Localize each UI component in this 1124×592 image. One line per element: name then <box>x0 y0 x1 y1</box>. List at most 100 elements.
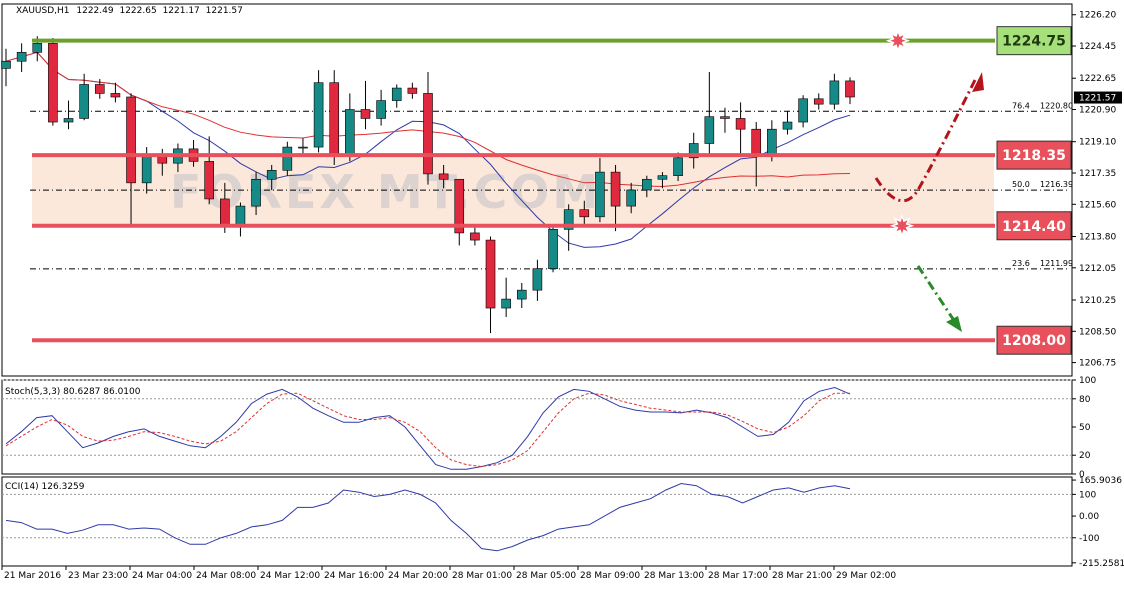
stoch-tick-label: 20 <box>1079 451 1091 461</box>
cci-series-line <box>5 482 851 552</box>
candle-body <box>126 96 136 184</box>
cci-title: CCI(14) 126.3259 <box>5 482 85 492</box>
price-tick-label: 1220.90 <box>1079 106 1116 116</box>
candle-body <box>595 171 605 218</box>
candle-body <box>220 198 230 227</box>
candle <box>813 93 824 110</box>
candle-body <box>235 205 246 227</box>
price-tick-label: 1206.75 <box>1079 359 1116 369</box>
candle-body <box>782 121 793 130</box>
candle <box>548 223 558 273</box>
candle-body <box>313 82 324 148</box>
candle <box>438 164 449 189</box>
candle <box>282 141 293 176</box>
candle-body <box>767 128 777 157</box>
forecast-up-arrow <box>874 79 977 203</box>
price-tick-label: 1219.10 <box>1079 138 1116 148</box>
candle <box>595 157 605 223</box>
candle <box>266 164 277 190</box>
candle-body <box>657 175 668 180</box>
candle-body <box>110 93 121 98</box>
price-axis: 1226.20 1224.45 1222.65 1220.90 1219.10 1217.… <box>1072 11 1122 369</box>
candle-body <box>470 232 480 241</box>
watermark-text: FOREX MT.COM <box>170 165 601 219</box>
candle <box>516 283 527 309</box>
candle <box>782 111 793 135</box>
stoch-tick-label: 100 <box>1079 376 1096 386</box>
price-tick-label: 1226.20 <box>1079 11 1116 21</box>
candle-body <box>63 118 74 123</box>
level-box-1224.75 <box>996 26 1072 56</box>
candle <box>579 200 590 226</box>
candle-body <box>516 289 527 300</box>
current-price-label: 1221.57 <box>1079 94 1116 104</box>
candle-body <box>829 80 840 105</box>
candle-body <box>376 100 386 119</box>
time-tick-label: 24 Mar 04:00 <box>132 571 192 581</box>
stoch-tick-label: 80 <box>1079 395 1091 405</box>
time-tick-label: 28 Mar 21:00 <box>772 571 832 581</box>
time-tick-label: 24 Mar 16:00 <box>324 571 384 581</box>
time-tick-label: 28 Mar 17:00 <box>708 571 768 581</box>
candle-body <box>282 146 293 171</box>
fibo-value-50.0: 1216.39 <box>1040 180 1073 189</box>
candle <box>673 152 683 182</box>
candle <box>657 172 668 189</box>
candle <box>829 73 840 110</box>
candle-body <box>485 239 496 309</box>
time-axis: 21 Mar 2016 23 Mar 23:00 24 Mar 04:00 24 Ma… <box>1 566 896 581</box>
candle <box>63 100 74 130</box>
candle-body <box>798 98 808 123</box>
price-tick-label: 1217.35 <box>1079 169 1116 179</box>
candle-body <box>329 82 340 157</box>
price-tick-label: 1215.60 <box>1079 200 1116 210</box>
stoch-tick-label: 0 <box>1079 470 1085 480</box>
candle-body <box>548 229 558 269</box>
price-tick-label: 1213.80 <box>1079 233 1116 243</box>
candle <box>94 79 105 99</box>
time-tick-label: 28 Mar 01:00 <box>452 571 512 581</box>
candle <box>329 70 340 165</box>
current-price-box <box>1074 91 1122 104</box>
candle-body <box>32 43 43 53</box>
candle-body <box>360 109 371 119</box>
candle <box>642 175 652 198</box>
close-value: 1221.57 <box>206 6 243 16</box>
level-label-1218.35: 1218.35 <box>1002 148 1066 164</box>
price-tick-label: 1222.65 <box>1079 74 1116 84</box>
candle-body <box>407 87 418 94</box>
fibo-ratio-50.0: 50.0 <box>1012 180 1030 189</box>
forecast-arrows <box>874 72 984 332</box>
stoch-series-line <box>5 392 850 468</box>
level-label-1224.75: 1224.75 <box>1002 34 1066 50</box>
level-box-1218.35 <box>996 140 1072 170</box>
candle <box>251 172 261 216</box>
low-value: 1221.17 <box>163 6 200 16</box>
candle <box>501 277 511 317</box>
time-tick-label: 24 Mar 12:00 <box>260 571 320 581</box>
fibo-ratio-76.4: 76.4 <box>1012 101 1030 110</box>
candle <box>48 37 58 126</box>
candle <box>485 236 496 334</box>
cci-panel-frame <box>1 476 1073 567</box>
candle <box>110 82 121 103</box>
candle-body <box>501 298 511 309</box>
candle <box>391 84 402 108</box>
candle <box>360 80 371 130</box>
time-tick-label: 23 Mar 23:00 <box>68 571 128 581</box>
price-tick-label: 1208.50 <box>1079 327 1116 337</box>
candle <box>407 82 418 99</box>
candle <box>1 48 11 87</box>
candle <box>704 71 715 155</box>
candle-body <box>532 268 543 291</box>
candle-body <box>141 155 152 184</box>
candle-body <box>579 209 590 218</box>
time-tick-label: 21 Mar 2016 <box>4 571 61 581</box>
candle-body <box>391 87 402 101</box>
candle-body <box>454 178 465 234</box>
level-box-1208.00 <box>996 325 1072 355</box>
chart-header: XAUUSD,H1 1222.49 1222.65 1221.17 1221.5… <box>16 6 243 16</box>
